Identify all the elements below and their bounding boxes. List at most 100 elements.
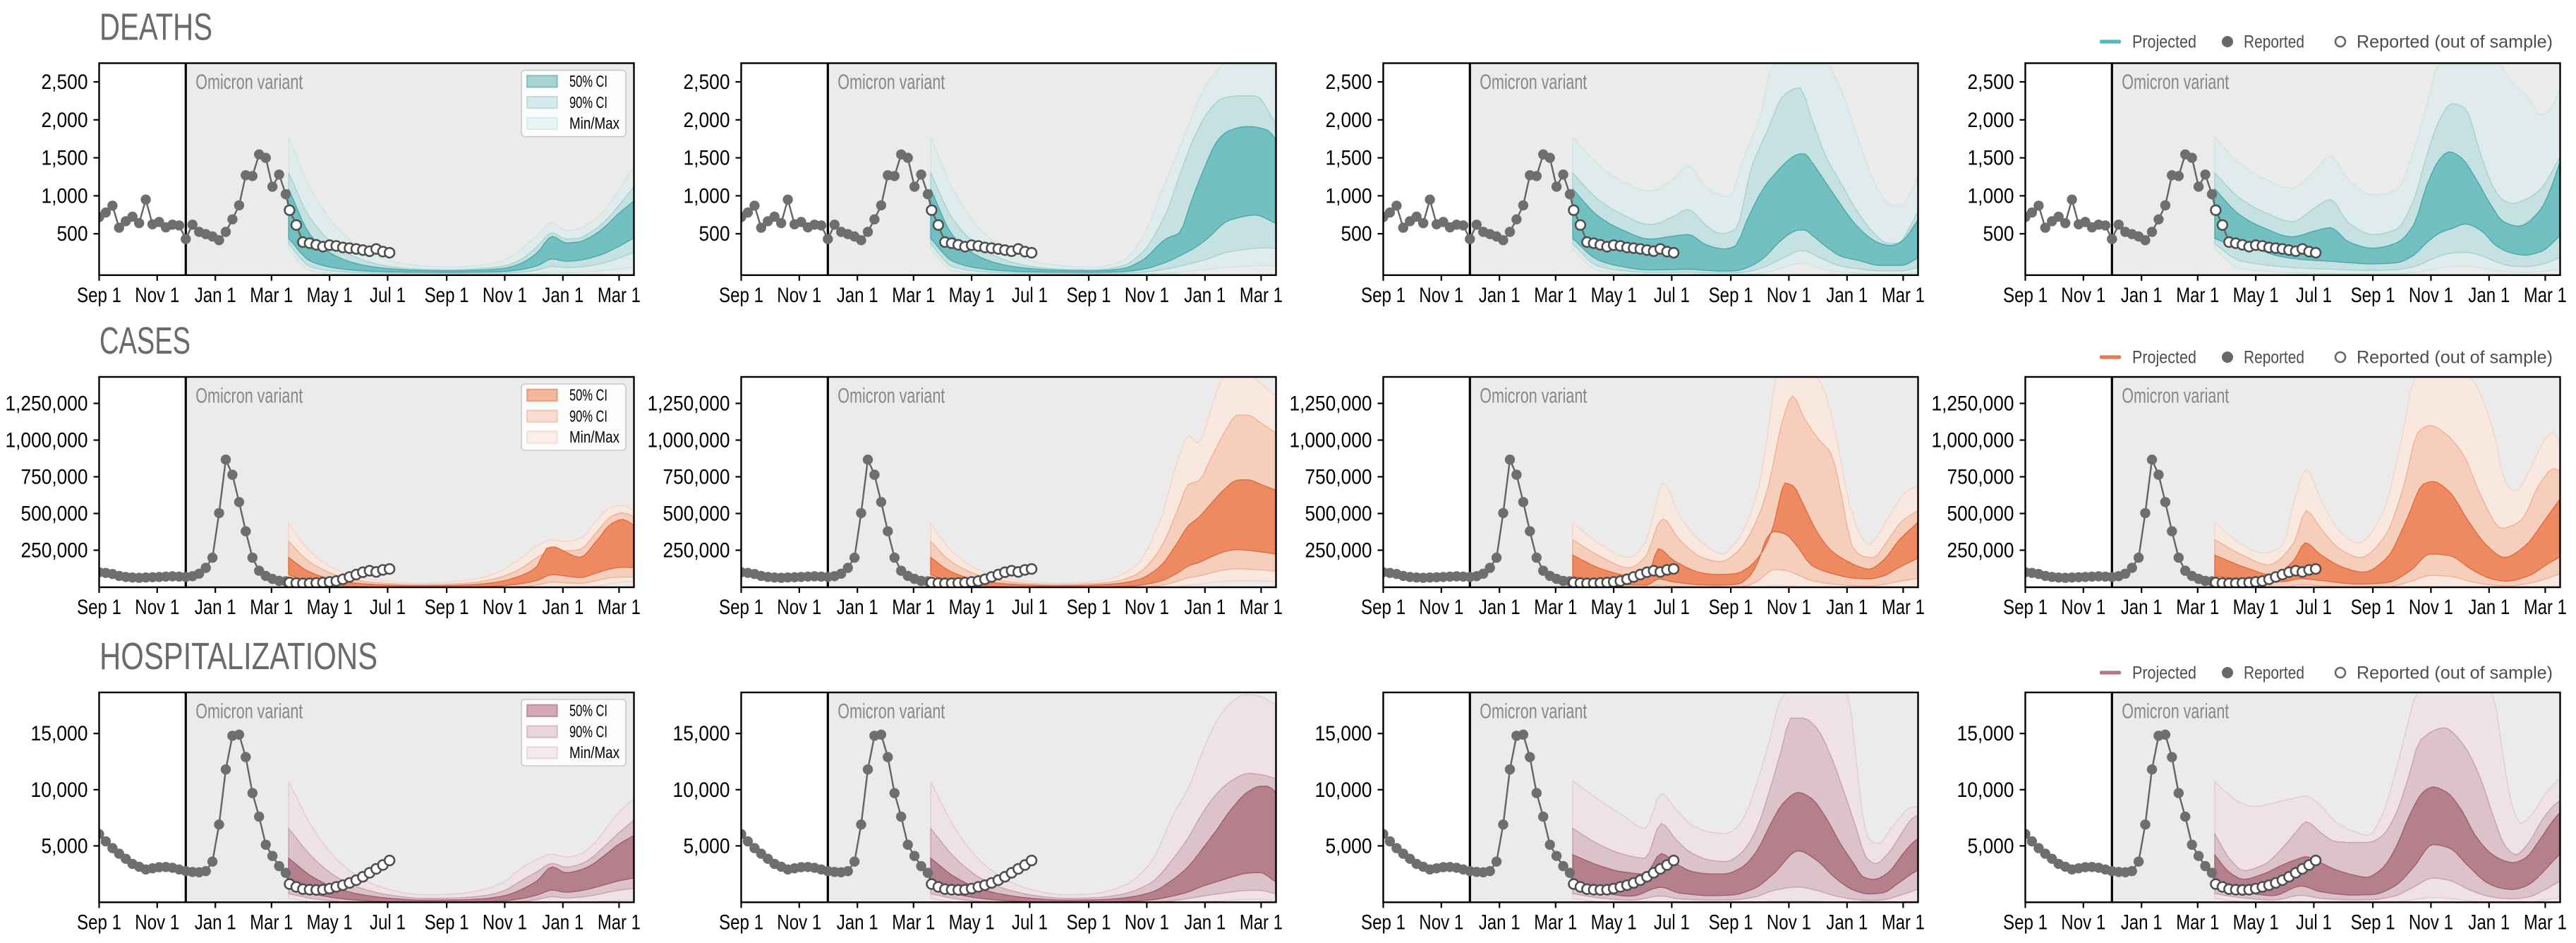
svg-text:Nov 1: Nov 1 <box>1125 911 1169 934</box>
svg-text:Nov 1: Nov 1 <box>483 284 527 307</box>
svg-text:1,000: 1,000 <box>1968 184 2014 208</box>
svg-text:90% CI: 90% CI <box>569 722 607 740</box>
svg-text:Nov 1: Nov 1 <box>135 911 179 934</box>
svg-text:Sep 1: Sep 1 <box>2351 596 2395 619</box>
svg-text:1,500: 1,500 <box>1968 147 2014 170</box>
svg-text:500: 500 <box>57 222 88 246</box>
svg-text:Mar 1: Mar 1 <box>2176 911 2219 934</box>
svg-text:Jan 1: Jan 1 <box>837 911 878 934</box>
svg-text:Jan 1: Jan 1 <box>1826 284 1868 307</box>
svg-text:Nov 1: Nov 1 <box>2409 596 2453 619</box>
svg-text:Nov 1: Nov 1 <box>1125 596 1169 619</box>
svg-text:Mar 1: Mar 1 <box>598 596 641 619</box>
svg-text:10,000: 10,000 <box>1315 779 1372 802</box>
svg-text:Mar 1: Mar 1 <box>2524 911 2567 934</box>
svg-text:Jul 1: Jul 1 <box>1654 284 1690 307</box>
svg-text:15,000: 15,000 <box>1957 722 2014 745</box>
svg-text:10,000: 10,000 <box>31 779 88 802</box>
svg-text:50% CI: 50% CI <box>569 386 607 404</box>
svg-text:Mar 1: Mar 1 <box>2524 596 2567 619</box>
svg-text:Sep 1: Sep 1 <box>1067 596 1111 619</box>
svg-text:1,000,000: 1,000,000 <box>1932 429 2014 452</box>
svg-text:Nov 1: Nov 1 <box>1419 911 1463 934</box>
svg-text:May 1: May 1 <box>307 284 353 307</box>
svg-text:5,000: 5,000 <box>1968 834 2014 858</box>
svg-text:1,500: 1,500 <box>42 147 88 170</box>
svg-text:CASES: CASES <box>99 320 191 362</box>
svg-text:Nov 1: Nov 1 <box>1419 596 1463 619</box>
svg-text:Jan 1: Jan 1 <box>2121 911 2163 934</box>
svg-text:Sep 1: Sep 1 <box>425 596 469 619</box>
svg-text:DEATHS: DEATHS <box>99 6 212 49</box>
svg-text:2,000: 2,000 <box>1326 109 1372 132</box>
svg-text:Sep 1: Sep 1 <box>77 911 121 934</box>
svg-text:Mar 1: Mar 1 <box>598 911 641 934</box>
svg-text:Jan 1: Jan 1 <box>1826 911 1868 934</box>
svg-text:2,000: 2,000 <box>1968 109 2014 132</box>
svg-text:May 1: May 1 <box>2233 596 2279 619</box>
svg-text:Jul 1: Jul 1 <box>1654 911 1690 934</box>
svg-text:1,250,000: 1,250,000 <box>1932 392 2014 416</box>
svg-text:2,500: 2,500 <box>684 71 730 94</box>
svg-text:Mar 1: Mar 1 <box>2524 284 2567 307</box>
svg-text:1,250,000: 1,250,000 <box>6 392 88 416</box>
svg-text:Nov 1: Nov 1 <box>2409 911 2453 934</box>
svg-text:Nov 1: Nov 1 <box>2409 284 2453 307</box>
svg-text:Mar 1: Mar 1 <box>1882 596 1925 619</box>
svg-text:250,000: 250,000 <box>1947 539 2014 563</box>
svg-text:Nov 1: Nov 1 <box>777 911 821 934</box>
svg-text:May 1: May 1 <box>949 284 995 307</box>
svg-text:Omicron variant: Omicron variant <box>837 71 945 94</box>
svg-text:Mar 1: Mar 1 <box>598 284 641 307</box>
svg-text:5,000: 5,000 <box>684 834 730 858</box>
svg-text:Omicron variant: Omicron variant <box>1480 700 1587 723</box>
svg-text:750,000: 750,000 <box>1305 466 1372 489</box>
svg-text:Sep 1: Sep 1 <box>2351 911 2395 934</box>
svg-text:Jul 1: Jul 1 <box>370 911 406 934</box>
svg-text:Jan 1: Jan 1 <box>542 284 583 307</box>
svg-text:Projected: Projected <box>2132 348 2196 368</box>
svg-text:Sep 1: Sep 1 <box>77 284 121 307</box>
svg-text:Omicron variant: Omicron variant <box>1480 385 1587 408</box>
svg-text:Jan 1: Jan 1 <box>195 284 236 307</box>
svg-text:Jul 1: Jul 1 <box>1012 911 1048 934</box>
svg-text:Mar 1: Mar 1 <box>892 596 935 619</box>
svg-text:Omicron variant: Omicron variant <box>1480 71 1587 94</box>
svg-text:Nov 1: Nov 1 <box>1767 284 1811 307</box>
svg-text:Mar 1: Mar 1 <box>1534 284 1577 307</box>
svg-text:May 1: May 1 <box>307 596 353 619</box>
svg-text:Nov 1: Nov 1 <box>483 596 527 619</box>
svg-text:Mar 1: Mar 1 <box>1534 596 1577 619</box>
svg-text:Min/Max: Min/Max <box>569 114 619 133</box>
svg-text:Sep 1: Sep 1 <box>1361 596 1405 619</box>
svg-text:50% CI: 50% CI <box>569 72 607 90</box>
svg-text:500,000: 500,000 <box>1305 503 1372 526</box>
svg-text:Jul 1: Jul 1 <box>370 596 406 619</box>
svg-text:Sep 1: Sep 1 <box>2003 911 2048 934</box>
svg-text:May 1: May 1 <box>949 911 995 934</box>
svg-text:Mar 1: Mar 1 <box>250 911 293 934</box>
svg-text:May 1: May 1 <box>307 911 353 934</box>
svg-text:Jan 1: Jan 1 <box>542 596 583 619</box>
svg-text:Sep 1: Sep 1 <box>1709 284 1753 307</box>
svg-text:Omicron variant: Omicron variant <box>837 385 945 408</box>
svg-text:May 1: May 1 <box>949 596 995 619</box>
svg-text:Jul 1: Jul 1 <box>2296 911 2332 934</box>
svg-text:Sep 1: Sep 1 <box>77 596 121 619</box>
svg-text:250,000: 250,000 <box>1305 539 1372 563</box>
svg-text:May 1: May 1 <box>1591 596 1637 619</box>
svg-text:2,500: 2,500 <box>1326 71 1372 94</box>
svg-text:5,000: 5,000 <box>1326 834 1372 858</box>
svg-text:Sep 1: Sep 1 <box>719 284 763 307</box>
svg-text:1,000,000: 1,000,000 <box>1290 429 1372 452</box>
svg-text:Reported (out of sample): Reported (out of sample) <box>2357 663 2553 683</box>
svg-text:2,500: 2,500 <box>42 71 88 94</box>
svg-text:Jan 1: Jan 1 <box>2121 284 2163 307</box>
svg-text:2,500: 2,500 <box>1968 71 2014 94</box>
svg-text:Mar 1: Mar 1 <box>2176 284 2219 307</box>
svg-text:Jan 1: Jan 1 <box>1479 911 1520 934</box>
svg-text:500,000: 500,000 <box>663 503 730 526</box>
svg-text:Sep 1: Sep 1 <box>425 284 469 307</box>
svg-text:1,000: 1,000 <box>684 184 730 208</box>
svg-text:Mar 1: Mar 1 <box>1240 911 1283 934</box>
